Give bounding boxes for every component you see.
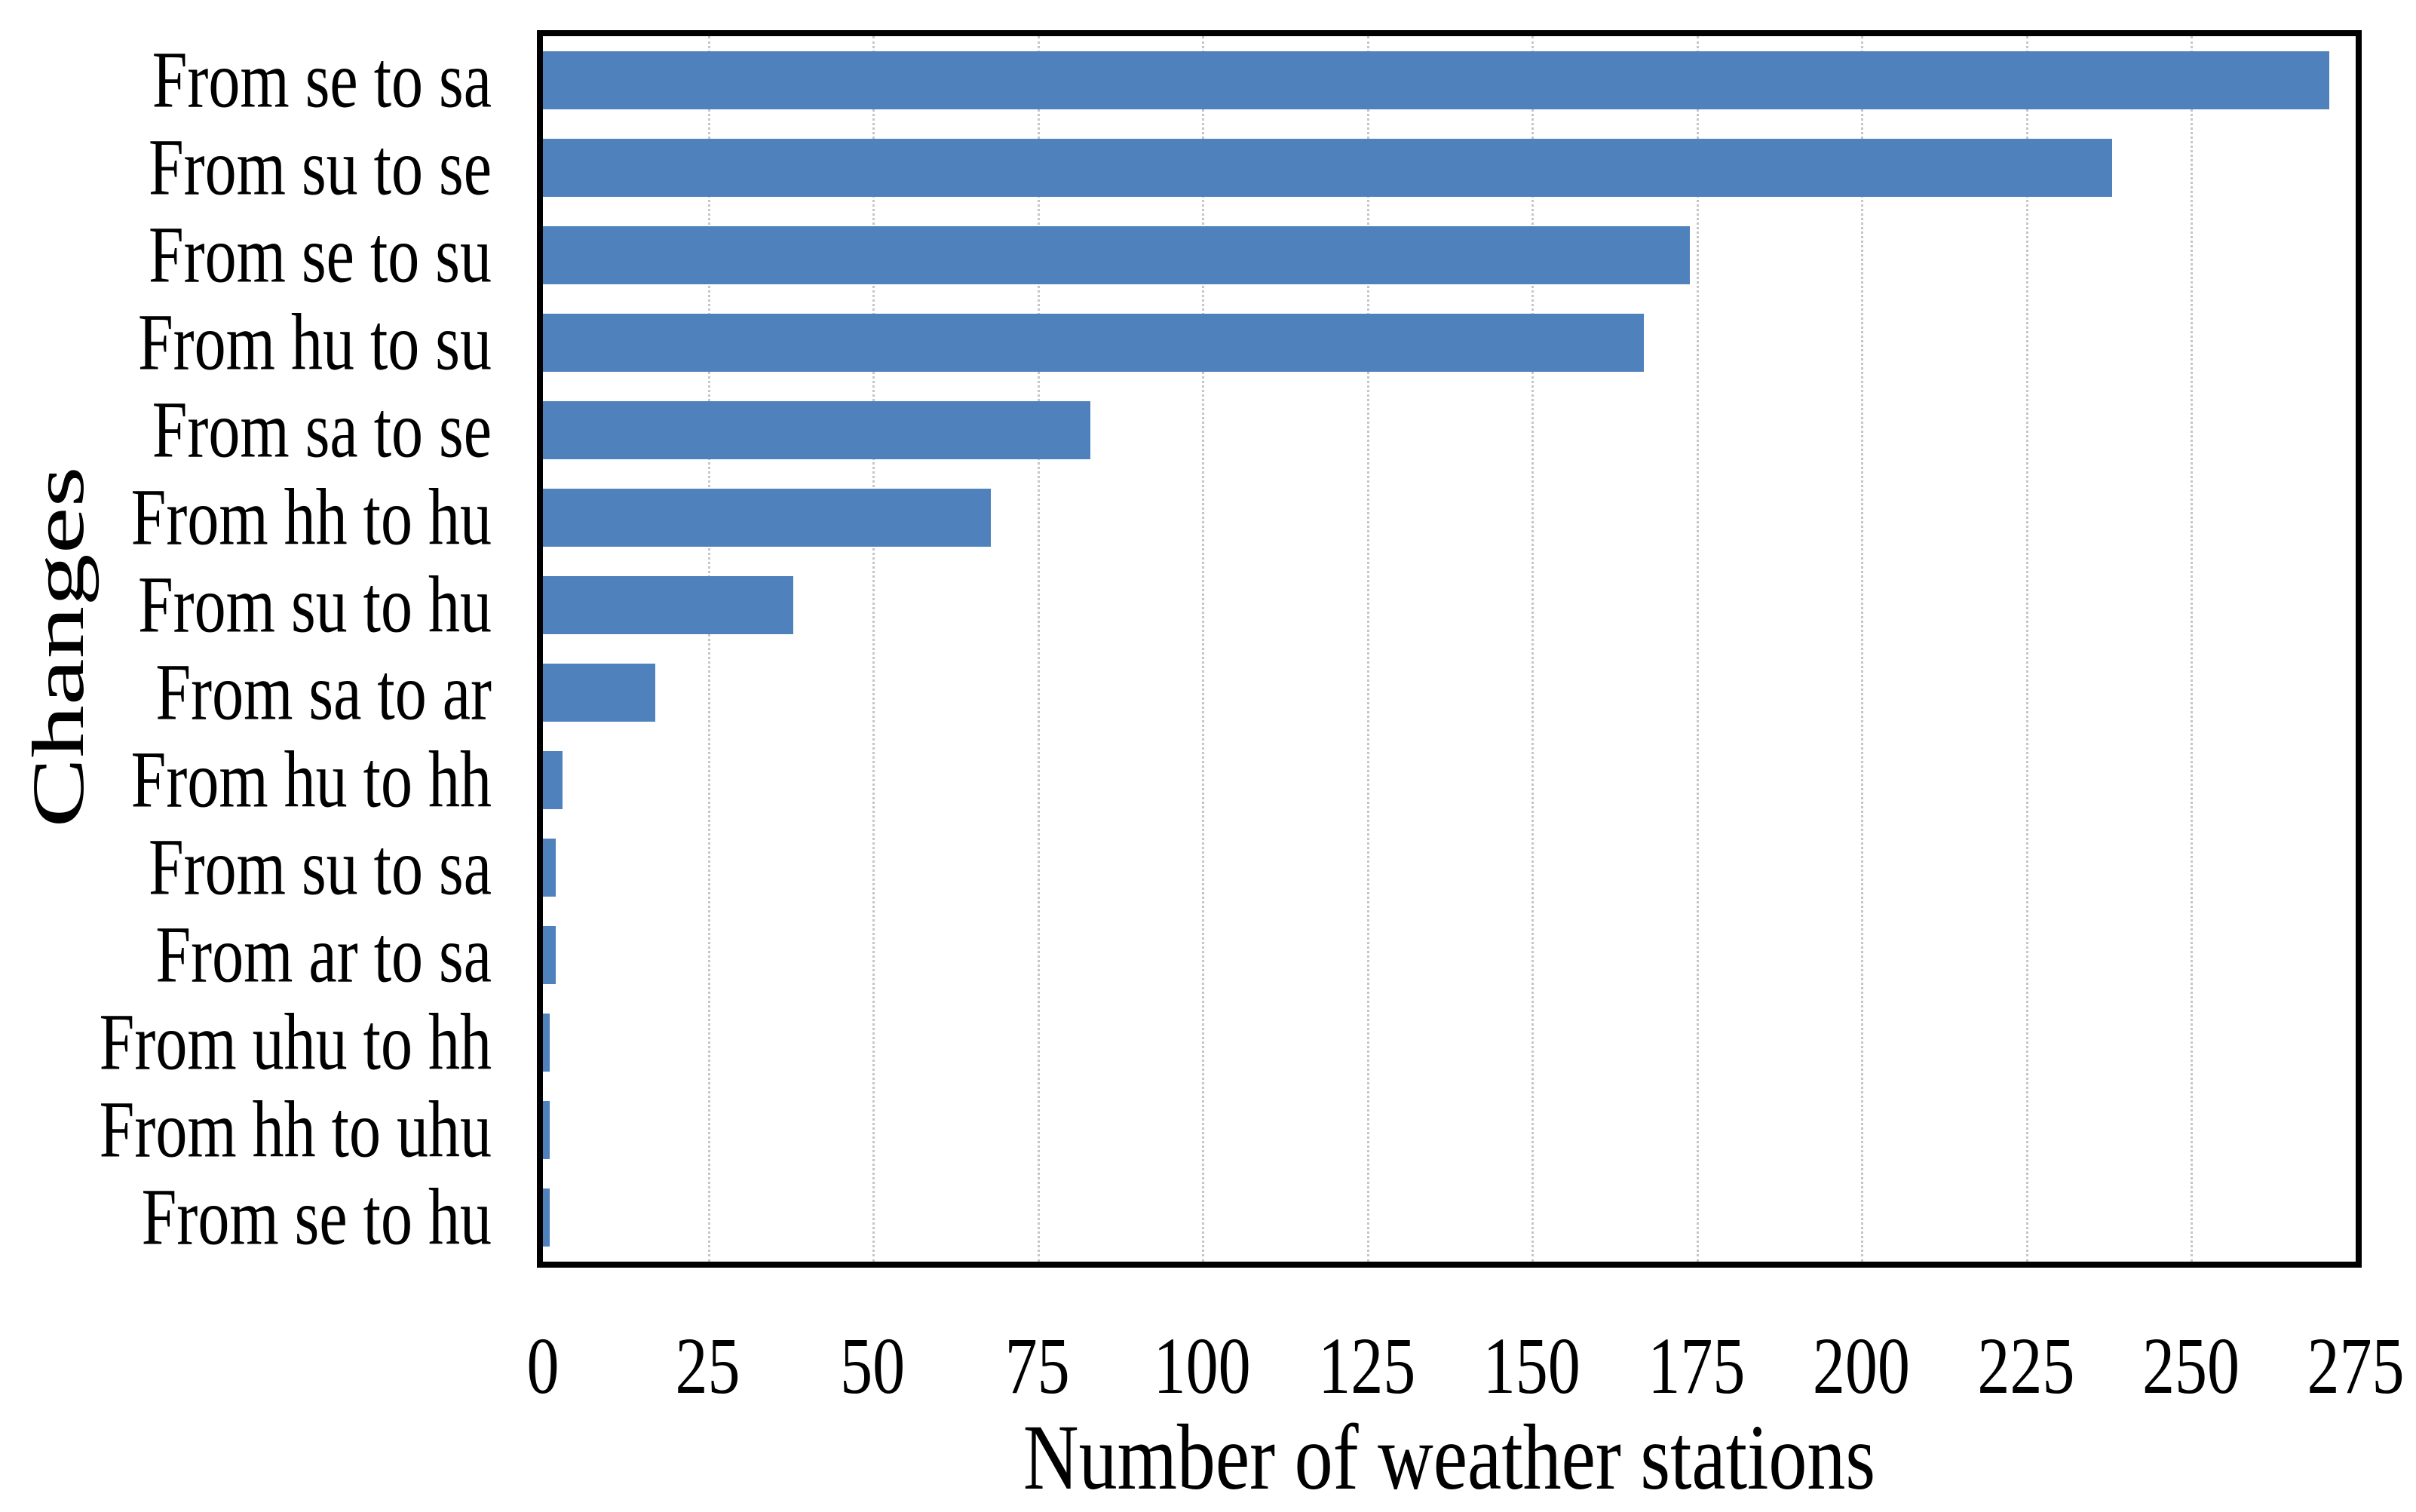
category-label-row: From hh to hu bbox=[0, 472, 492, 563]
bar bbox=[543, 575, 794, 634]
category-label: From su to sa bbox=[148, 823, 492, 913]
category-label-row: From se to su bbox=[0, 210, 492, 300]
category-label: From su to se bbox=[148, 122, 492, 213]
bar bbox=[543, 1101, 550, 1160]
x-tick-label: 0 bbox=[526, 1320, 560, 1411]
x-tick-label: 75 bbox=[1004, 1320, 1070, 1411]
plot-area bbox=[537, 30, 2362, 1268]
bar bbox=[543, 51, 2330, 109]
x-axis-title-text: Number of weather stations bbox=[1023, 1406, 1876, 1510]
x-tick-label: 200 bbox=[1812, 1320, 1910, 1411]
category-label-row: From hh to uhu bbox=[0, 1085, 492, 1176]
bar bbox=[543, 1188, 550, 1247]
y-axis-labels: From se to sa From su to se From se to su F… bbox=[0, 35, 492, 1263]
category-label-row: From sa to ar bbox=[0, 648, 492, 738]
gridline bbox=[1696, 36, 1699, 1262]
gridline bbox=[1037, 36, 1040, 1262]
gridline bbox=[2191, 36, 2194, 1262]
category-label: From sa to ar bbox=[155, 648, 492, 738]
x-tick-label: 225 bbox=[1977, 1320, 2075, 1411]
bar bbox=[543, 313, 1644, 372]
category-label: From sa to se bbox=[152, 385, 492, 475]
category-label-row: From se to sa bbox=[0, 35, 492, 125]
category-label-row: From hu to hh bbox=[0, 735, 492, 826]
gridline bbox=[1366, 36, 1369, 1262]
category-label-row: From su to se bbox=[0, 122, 492, 213]
category-label: From su to hu bbox=[137, 560, 492, 650]
category-label: From uhu to hh bbox=[99, 998, 492, 1088]
gridline bbox=[2025, 36, 2028, 1262]
category-label-row: From su to sa bbox=[0, 823, 492, 913]
x-tick-label: 125 bbox=[1318, 1320, 1416, 1411]
bar bbox=[543, 839, 556, 897]
bar bbox=[543, 926, 556, 985]
category-label: From ar to sa bbox=[155, 910, 492, 1001]
category-label: From se to sa bbox=[152, 35, 492, 125]
x-tick-label: 25 bbox=[675, 1320, 740, 1411]
category-label: From hh to hu bbox=[130, 472, 492, 563]
category-label: From hu to hh bbox=[130, 735, 492, 826]
gridline bbox=[1202, 36, 1205, 1262]
x-tick-label: 100 bbox=[1153, 1320, 1251, 1411]
category-label-row: From hu to su bbox=[0, 297, 492, 388]
category-label: From se to hu bbox=[141, 1173, 492, 1263]
category-label-row: From sa to se bbox=[0, 385, 492, 475]
x-axis-title: Number of weather stations bbox=[543, 1404, 2356, 1510]
x-axis-tick-labels: 0 25 50 75 100 125 150 175 200 225 250 275 bbox=[0, 1318, 2416, 1411]
bar bbox=[543, 664, 655, 722]
bar bbox=[543, 400, 1090, 459]
bar bbox=[543, 1014, 550, 1072]
x-tick-label: 250 bbox=[2142, 1320, 2240, 1411]
x-tick-label: 175 bbox=[1648, 1320, 1746, 1411]
x-tick-label: 275 bbox=[2307, 1320, 2405, 1411]
bar bbox=[543, 488, 992, 547]
gridline bbox=[1531, 36, 1535, 1262]
bar bbox=[543, 751, 563, 810]
gridline bbox=[707, 36, 710, 1262]
gridline bbox=[872, 36, 875, 1262]
x-tick-label: 150 bbox=[1482, 1320, 1581, 1411]
category-label-row: From su to hu bbox=[0, 560, 492, 650]
category-label-row: From ar to sa bbox=[0, 910, 492, 1001]
bar bbox=[543, 225, 1691, 284]
gridline bbox=[1861, 36, 1864, 1262]
bar bbox=[543, 138, 2112, 197]
category-label: From hu to su bbox=[137, 297, 492, 388]
category-label-row: From se to hu bbox=[0, 1173, 492, 1263]
category-label: From se to su bbox=[148, 210, 492, 300]
category-label-row: From uhu to hh bbox=[0, 998, 492, 1088]
category-label: From hh to uhu bbox=[99, 1085, 492, 1176]
x-tick-label: 50 bbox=[840, 1320, 906, 1411]
